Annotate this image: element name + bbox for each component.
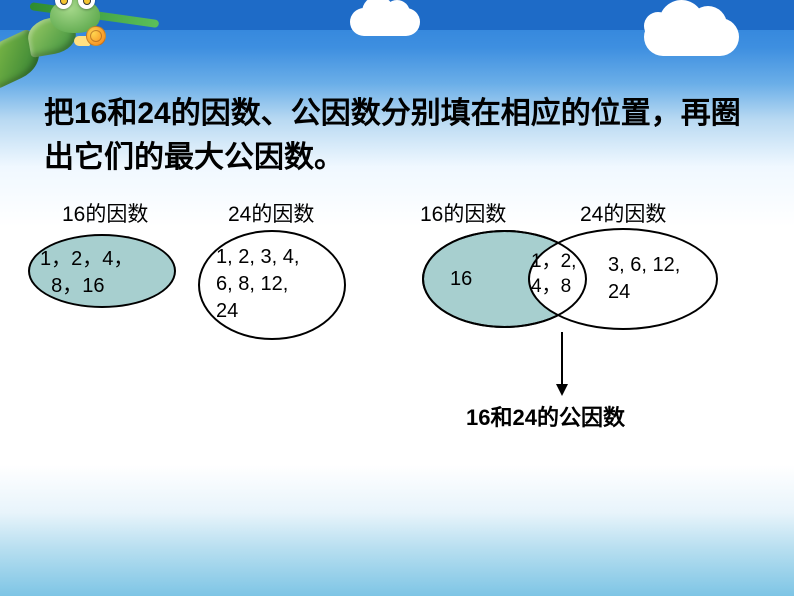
venn-left-only-text: 16 (450, 266, 472, 293)
label-venn-24: 24的因数 (580, 198, 666, 228)
label-24-factors: 24的因数 (228, 198, 314, 228)
page-title: 把16和24的因数、公因数分别填在相应的位置，再圈出它们的最大公因数。 (44, 92, 750, 179)
snail-icon (78, 26, 106, 46)
arrow-line (561, 332, 563, 386)
cloud-icon (350, 8, 420, 36)
oval-16-text: 1，2，4， 8，16 (40, 246, 133, 300)
arrow-head-icon (556, 384, 568, 396)
oval-24-text: 1, 2, 3, 4, 6, 8, 12, 24 (216, 244, 299, 325)
venn-intersection-text: 1，2, 4，8 (531, 250, 576, 299)
label-venn-16: 16的因数 (420, 198, 506, 228)
label-16-factors: 16的因数 (62, 198, 148, 228)
cloud-icon (644, 18, 739, 56)
common-factors-label: 16和24的公因数 (466, 400, 625, 432)
venn-right-only-text: 3, 6, 12, 24 (608, 252, 680, 306)
